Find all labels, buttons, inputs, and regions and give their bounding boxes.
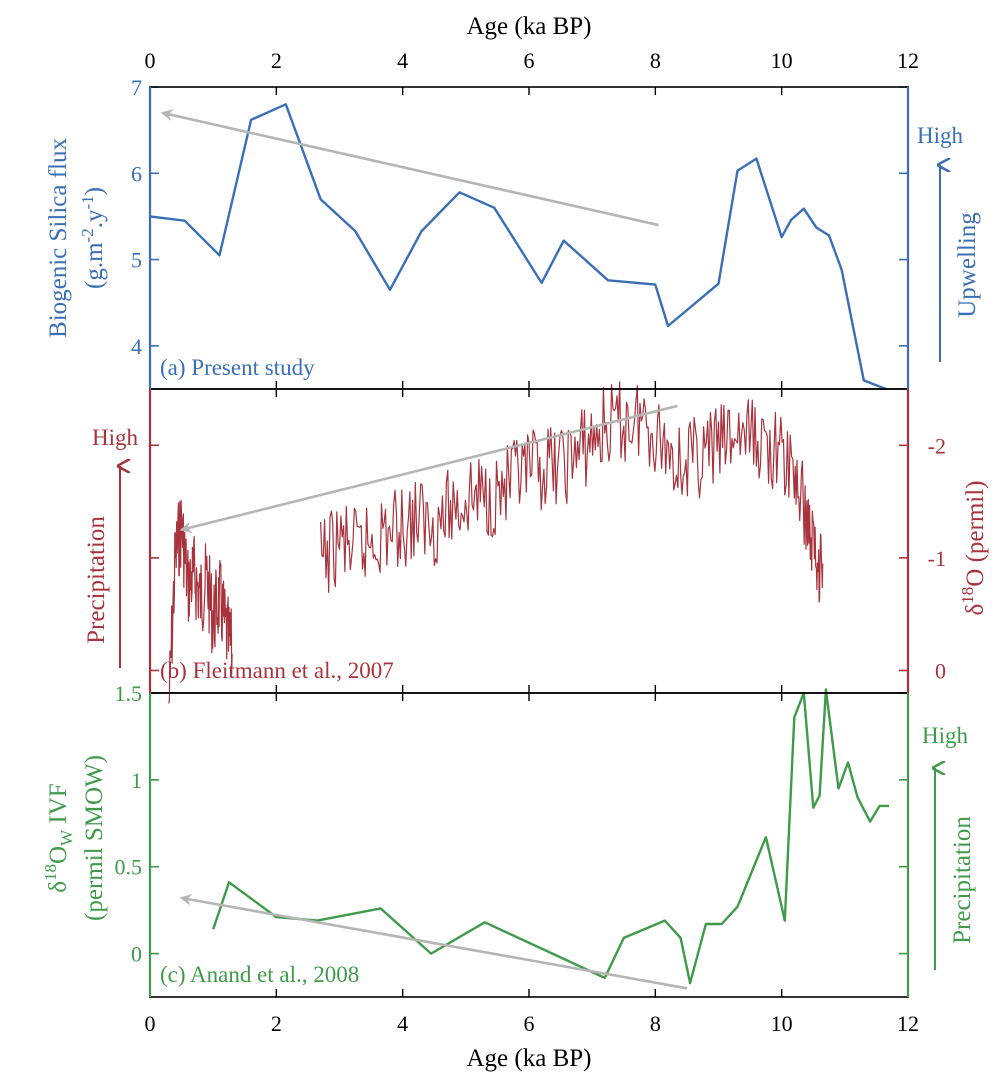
panel-c-y-axis-title: δ18OW IVF — [41, 783, 76, 892]
x-tick-label-top: 4 — [397, 48, 408, 73]
panel-a-y-tick-label: 6 — [131, 161, 142, 186]
panel-b-y-tick-label: -2 — [928, 433, 946, 458]
x-tick-label-bottom: 12 — [897, 1011, 919, 1036]
panel-b-series-line-segment — [320, 381, 824, 603]
panel-b-series-line-segment — [168, 499, 233, 704]
panel-a-series-line — [149, 103, 887, 391]
x-tick-label-bottom: 8 — [650, 1011, 661, 1036]
trend-arrow-layer — [160, 109, 688, 990]
series-layer — [149, 103, 889, 985]
panel-b-secondary-label: Precipitation — [83, 516, 110, 644]
panel-a-high-label: High — [917, 123, 964, 148]
panel-b-y-tick-label: 0 — [935, 658, 946, 683]
panel-c-y-tick-label: 0 — [131, 942, 142, 967]
x-tick-label-bottom: 2 — [271, 1011, 282, 1036]
panel-a-frame — [149, 86, 909, 390]
panel-a-secondary-label: Upwelling — [954, 212, 981, 318]
panel-b-y-axis-title: δ18O (permil) — [958, 481, 989, 616]
panel-a-y-axis-units: (g.m-2.y-1) — [78, 187, 108, 289]
x-axis-title-top: Age (ka BP) — [467, 13, 592, 40]
x-tick-label-top: 0 — [145, 48, 156, 73]
panel-a-y-tick-label: 4 — [131, 334, 142, 359]
panel-a-trend-arrow — [160, 109, 659, 227]
panel-c-annotation: (c) Anand et al., 2008 — [160, 962, 359, 987]
panel-b-high-label: High — [92, 425, 139, 450]
panel-c-trend-arrow — [179, 893, 688, 990]
panel-c-y-axis-units: (permil SMOW) — [81, 755, 108, 921]
panel-c-y-tick-label: 1 — [131, 768, 142, 793]
x-tick-label-top: 8 — [650, 48, 661, 73]
panel-a-y-axis-title: Biogenic Silica flux — [45, 138, 72, 338]
panel-a-annotation: (a) Present study — [160, 355, 315, 380]
panel-b-frame — [149, 388, 909, 694]
panel-c-y-tick-label: 0.5 — [115, 855, 143, 880]
panel-a-y-tick-label: 7 — [131, 75, 142, 100]
x-tick-label-top: 6 — [524, 48, 535, 73]
x-tick-label-bottom: 4 — [397, 1011, 408, 1036]
panel-c-secondary-label: Precipitation — [949, 816, 976, 944]
panel-a-y-tick-label: 5 — [131, 248, 142, 273]
panel-b-annotation: (b) Fleitmann et al., 2007 — [160, 658, 394, 683]
panel-c-series-line — [212, 688, 889, 985]
x-tick-label-bottom: 6 — [524, 1011, 535, 1036]
panel-c-y-tick-label: 1.5 — [115, 681, 143, 706]
x-axis-title-bottom: Age (ka BP) — [467, 1045, 592, 1072]
x-tick-label-top: 12 — [897, 48, 919, 73]
x-tick-label-bottom: 0 — [145, 1011, 156, 1036]
panel-c-high-label: High — [922, 723, 969, 748]
x-tick-label-bottom: 10 — [771, 1011, 793, 1036]
x-tick-label-top: 2 — [271, 48, 282, 73]
panel-b-y-tick-label: -1 — [928, 546, 946, 571]
x-tick-label-top: 10 — [771, 48, 793, 73]
panel-b-trend-arrow — [179, 404, 678, 534]
